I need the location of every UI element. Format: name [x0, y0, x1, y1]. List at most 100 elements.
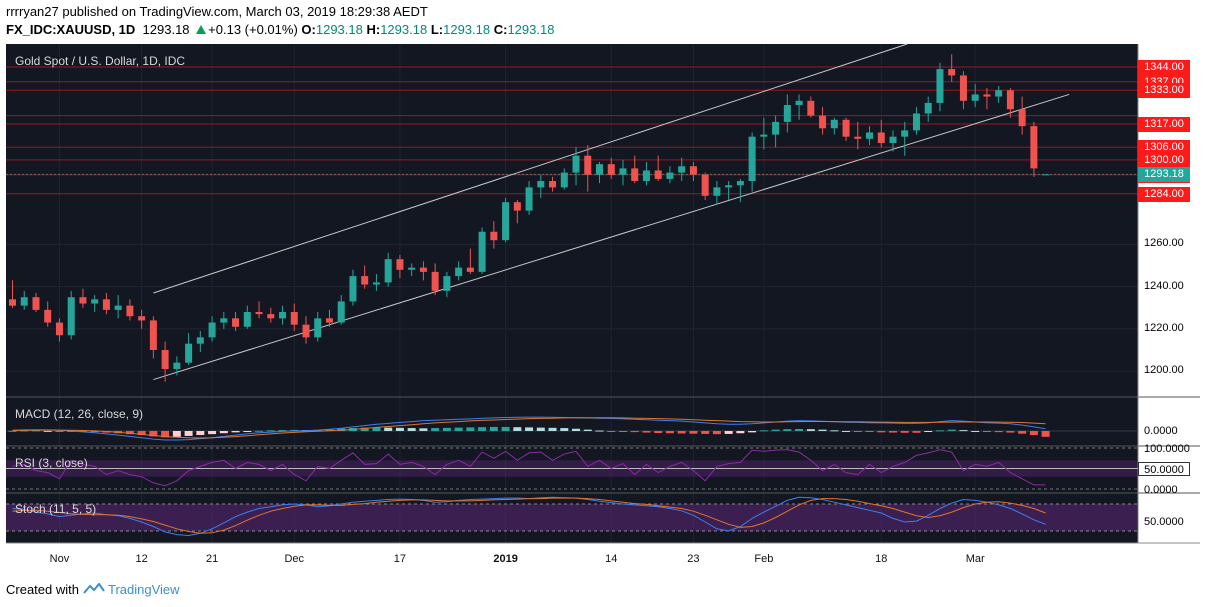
macd-histogram-bar	[642, 431, 651, 433]
candle	[971, 83, 979, 108]
stoch-pane	[6, 496, 1138, 537]
candle-body	[866, 132, 874, 139]
close-value: 1293.18	[507, 22, 555, 37]
candle-body	[877, 132, 885, 144]
rsi-pane	[6, 447, 1138, 490]
macd-histogram-bar	[384, 427, 393, 431]
macd-histogram-bar	[572, 428, 581, 431]
candle	[842, 117, 850, 141]
candle	[466, 248, 474, 274]
candle	[302, 316, 310, 344]
candle	[572, 147, 580, 186]
macd-pane	[6, 416, 1138, 441]
candle-body	[971, 94, 979, 101]
open-label: O:	[301, 22, 316, 37]
candle-body	[1030, 126, 1038, 169]
candle-body	[983, 94, 991, 97]
candle-body	[232, 318, 240, 327]
macd-histogram-bar	[771, 429, 780, 431]
time-tick-label: Feb	[754, 553, 774, 565]
macd-histogram-bar	[278, 430, 287, 432]
candle-body	[607, 164, 615, 175]
macd-histogram-bar	[853, 431, 862, 432]
macd-histogram-bar	[137, 431, 146, 436]
candle	[67, 290, 75, 340]
candle	[631, 155, 639, 184]
footer-brand[interactable]: TradingView	[108, 582, 180, 597]
candle-body	[455, 267, 463, 277]
candle-body	[783, 105, 791, 122]
macd-histogram-bar	[712, 431, 721, 435]
macd-histogram-bar	[372, 427, 381, 431]
macd-histogram-bar	[466, 427, 475, 431]
candle-body	[396, 259, 404, 270]
macd-histogram-bar	[900, 431, 909, 433]
candle-body	[443, 276, 451, 291]
candle	[102, 292, 110, 315]
macd-histogram-bar	[407, 428, 416, 431]
candle	[208, 316, 216, 342]
candle	[666, 166, 674, 184]
macd-histogram-bar	[149, 431, 158, 437]
candle	[795, 94, 803, 120]
candle-body	[208, 322, 216, 338]
candle-body	[20, 297, 28, 306]
candle	[361, 265, 369, 289]
candle-body	[44, 309, 52, 323]
candle-body	[666, 172, 674, 179]
macd-histogram-bar	[994, 431, 1003, 433]
candle	[772, 115, 780, 148]
macd-histogram-bar	[748, 431, 757, 433]
candle-body	[149, 320, 157, 351]
candle-body	[701, 174, 709, 196]
symbol-name: FX_IDC:XAUUSD, 1D	[6, 22, 136, 37]
candle-body	[9, 299, 16, 306]
candle	[349, 269, 357, 306]
candle	[619, 159, 627, 186]
candle-body	[642, 170, 650, 182]
time-tick-label: 23	[687, 553, 700, 565]
macd-histogram-bar	[536, 427, 545, 431]
macd-histogram-bar	[442, 427, 451, 431]
macd-histogram-bar	[325, 429, 334, 431]
candle	[760, 117, 768, 150]
candle-body	[772, 121, 780, 135]
candle	[267, 307, 275, 323]
rsi-axis-0: 0.0000	[1144, 484, 1178, 493]
candle	[396, 254, 404, 279]
candle-body	[243, 311, 251, 327]
candle-body	[912, 113, 920, 131]
candle	[689, 162, 697, 182]
macd-histogram-bar	[677, 431, 686, 434]
candle	[654, 155, 662, 182]
candle-body	[349, 276, 357, 302]
candle-body	[889, 136, 897, 144]
candle-body	[842, 119, 850, 137]
macd-histogram-bar	[43, 430, 52, 432]
candle-body	[819, 115, 827, 129]
candle	[9, 280, 16, 308]
candle	[877, 119, 885, 148]
candle-body	[419, 267, 427, 272]
candle-body	[408, 267, 416, 270]
candle-body	[138, 316, 146, 321]
candle	[525, 181, 533, 215]
macd-histogram-bar	[783, 429, 792, 431]
macd-histogram-bar	[208, 431, 217, 435]
macd-histogram-bar	[219, 431, 228, 434]
candle	[830, 117, 838, 135]
macd-histogram-bar	[1018, 431, 1027, 434]
level-price-label: 1344.00	[1138, 60, 1190, 75]
candle-body	[79, 297, 87, 304]
macd-histogram-bar	[20, 430, 29, 432]
publish-info: rrrryan27 published on TradingView.com, …	[6, 4, 428, 19]
macd-histogram-bar	[395, 427, 404, 431]
tradingview-logo-icon	[82, 582, 108, 597]
candle	[854, 121, 862, 150]
candle	[325, 309, 333, 327]
candle	[79, 288, 87, 308]
open-value: 1293.18	[315, 22, 363, 37]
price-tick-label: 1260.00	[1144, 237, 1184, 250]
macd-histogram-bar	[865, 431, 874, 432]
